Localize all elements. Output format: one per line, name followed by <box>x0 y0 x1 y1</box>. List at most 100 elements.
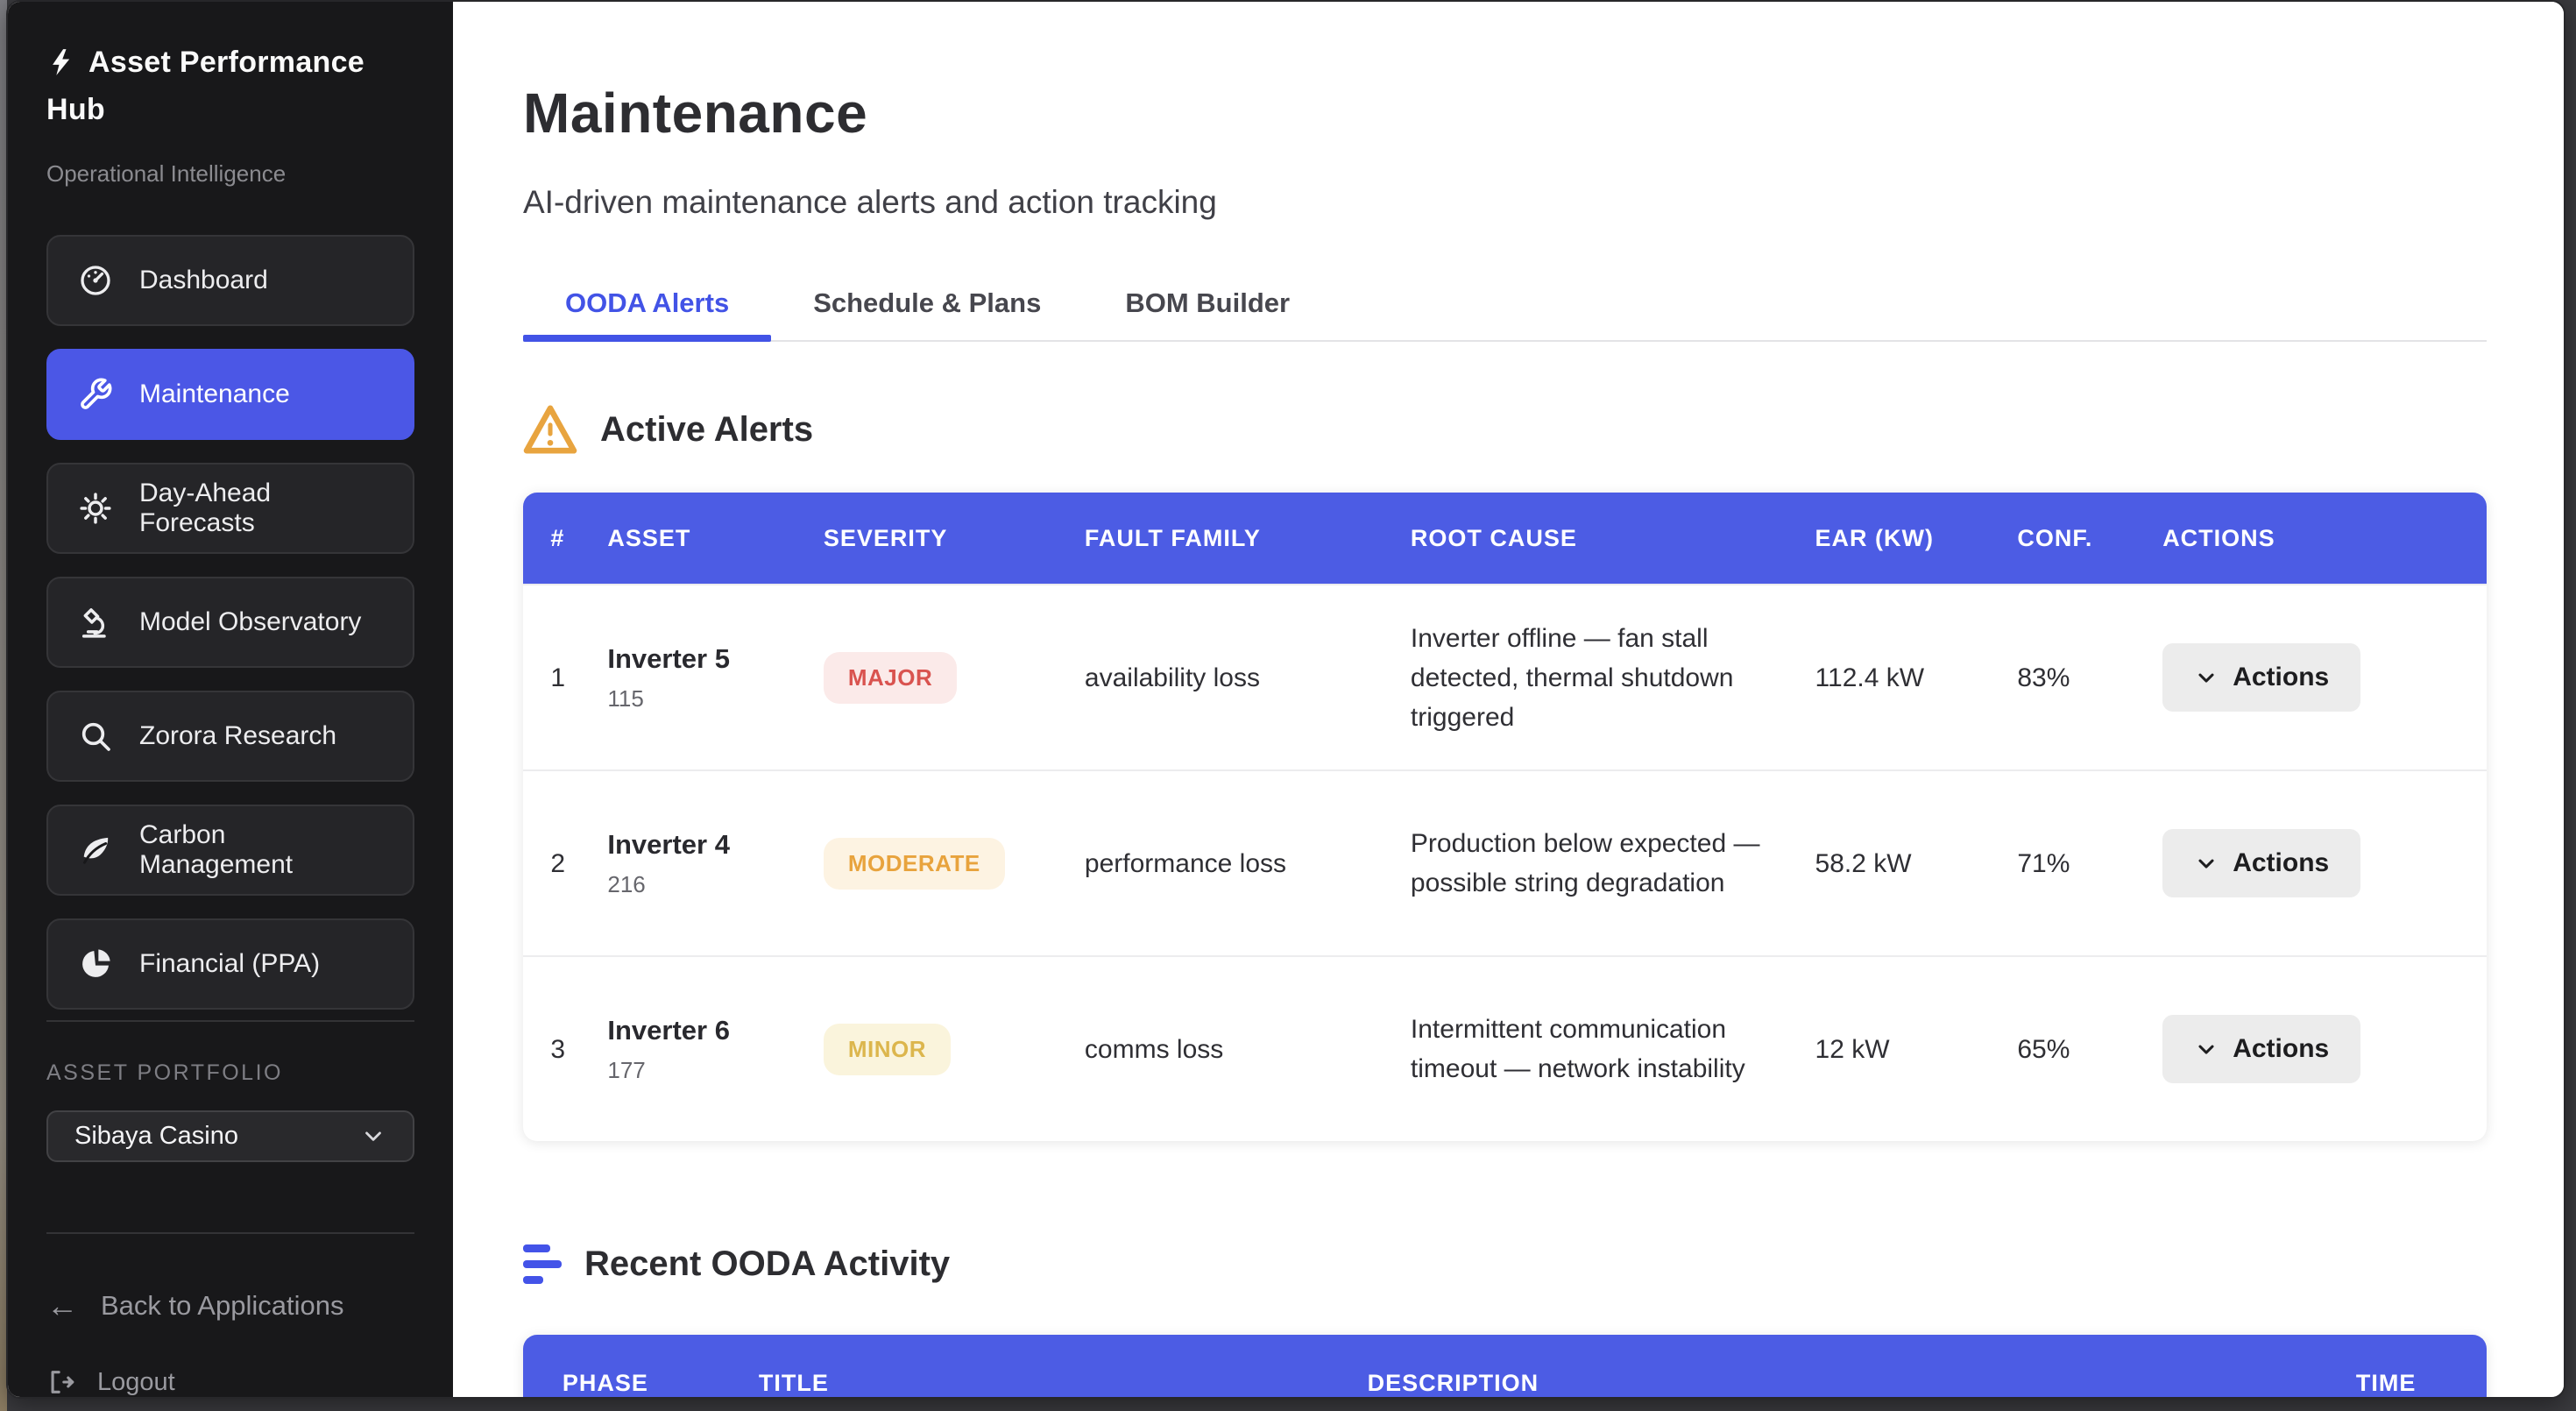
table-row: 2 Inverter 4 216 MODERATE performance lo… <box>523 769 2487 955</box>
table-row: 3 Inverter 6 177 MINOR comms loss Interm… <box>523 955 2487 1141</box>
app-subtitle: Operational Intelligence <box>46 160 287 187</box>
tab-ooda-alerts[interactable]: OODA Alerts <box>523 287 772 342</box>
sun-icon <box>78 491 113 526</box>
sidebar-item-dashboard[interactable]: Dashboard <box>46 234 414 326</box>
col-description: DESCRIPTION <box>1367 1369 1539 1396</box>
page-subtitle: AI-driven maintenance alerts and action … <box>523 184 1217 220</box>
activity-list-icon <box>523 1244 562 1284</box>
col-conf: CONF. <box>2017 524 2093 551</box>
desktop-background-edge <box>0 0 7 1411</box>
sidebar-divider <box>46 1019 414 1022</box>
col-title: TITLE <box>758 1369 829 1396</box>
actions-button[interactable]: Actions <box>2162 643 2361 712</box>
asset-portfolio-value: Sibaya Casino <box>74 1121 238 1150</box>
recent-ooda-activity-heading: Recent OODA Activity <box>523 1244 2487 1284</box>
sidebar-item-label: Financial (PPA) <box>139 948 321 978</box>
actions-button-label: Actions <box>2233 1034 2330 1063</box>
col-num: # <box>550 524 565 551</box>
arrow-left-icon: ← <box>46 1287 78 1323</box>
asset-name: Inverter 4 <box>607 828 730 860</box>
chevron-down-icon <box>360 1123 386 1149</box>
sidebar-divider <box>46 1232 414 1234</box>
actions-button-label: Actions <box>2233 848 2330 877</box>
col-root-cause: ROOT CAUSE <box>1410 524 1577 551</box>
app-logo: Asset Performance Hub <box>46 39 414 134</box>
severity-badge: MINOR <box>823 1023 952 1075</box>
sidebar-item-label: Dashboard <box>139 265 268 294</box>
tab-bom-builder[interactable]: BOM Builder <box>1125 287 1291 318</box>
col-phase: PHASE <box>562 1369 648 1396</box>
alert-num: 1 <box>550 663 566 692</box>
asset-id: 216 <box>607 870 646 897</box>
wrench-icon <box>78 377 113 412</box>
col-fault-family: FAULT FAMILY <box>1084 524 1261 551</box>
tab-bar: OODA Alerts Schedule & Plans BOM Builder <box>523 287 2487 342</box>
sidebar-item-zorora-research[interactable]: Zorora Research <box>46 690 414 782</box>
chevron-down-icon <box>2194 851 2219 876</box>
active-alerts-title: Active Alerts <box>600 409 814 449</box>
chevron-down-icon <box>2194 665 2219 690</box>
sidebar-item-label: Zorora Research <box>139 720 337 750</box>
main-content: Maintenance AI-driven maintenance alerts… <box>453 2 2564 1397</box>
sidebar-item-label: Maintenance <box>139 379 290 408</box>
chevron-down-icon <box>2194 1037 2219 1061</box>
col-time: TIME <box>2355 1369 2417 1396</box>
actions-button-label: Actions <box>2233 663 2330 691</box>
recent-ooda-activity-table: PHASE TITLE DESCRIPTION TIME <box>523 1335 2487 1397</box>
recent-ooda-activity-title: Recent OODA Activity <box>584 1244 951 1283</box>
alert-num: 2 <box>550 848 566 878</box>
sidebar-item-carbon-management[interactable]: Carbon Management <box>46 804 414 896</box>
alert-num: 3 <box>550 1034 566 1064</box>
page-title: Maintenance <box>523 82 868 145</box>
col-actions: ACTIONS <box>2162 524 2275 551</box>
app-title: Asset Performance Hub <box>46 46 365 127</box>
asset-portfolio-select[interactable]: Sibaya Casino <box>46 1110 414 1162</box>
ear-value: 58.2 kW <box>1815 848 1912 878</box>
logout-button[interactable]: Logout <box>46 1367 414 1397</box>
sidebar-item-maintenance[interactable]: Maintenance <box>46 348 414 440</box>
sidebar-item-financial-ppa[interactable]: Financial (PPA) <box>46 918 414 1010</box>
gauge-icon <box>78 263 113 298</box>
warning-triangle-icon <box>523 405 577 454</box>
fault-family: availability loss <box>1084 663 1260 692</box>
sidebar-item-label: Day-Ahead Forecasts <box>139 478 272 537</box>
col-ear: EAR (KW) <box>1815 524 1935 551</box>
asset-name: Inverter 5 <box>607 642 730 674</box>
back-to-applications-label: Back to Applications <box>101 1290 344 1321</box>
leaf-icon <box>78 833 113 868</box>
pie-chart-icon <box>78 947 113 982</box>
actions-button[interactable]: Actions <box>2162 829 2361 897</box>
sidebar-item-day-ahead-forecasts[interactable]: Day-Ahead Forecasts <box>46 462 414 554</box>
ear-value: 112.4 kW <box>1815 663 1925 692</box>
active-alerts-table: # ASSET SEVERITY FAULT FAMILY ROOT CAUSE… <box>523 493 2487 1141</box>
asset-id: 115 <box>607 684 644 712</box>
active-alerts-heading: Active Alerts <box>523 405 2487 454</box>
sidebar-item-label: Model Observatory <box>139 606 362 636</box>
app-window: Asset Performance Hub Operational Intell… <box>6 0 2565 1399</box>
conf-value: 83% <box>2017 663 2070 692</box>
logout-icon <box>46 1367 76 1397</box>
activity-table-header: PHASE TITLE DESCRIPTION TIME <box>523 1335 2487 1397</box>
sidebar-item-label: Carbon Management <box>139 819 294 879</box>
severity-badge: MODERATE <box>823 837 1005 890</box>
logout-label: Logout <box>97 1367 175 1396</box>
back-to-applications-link[interactable]: ← Back to Applications <box>46 1290 414 1322</box>
sidebar-item-model-observatory[interactable]: Model Observatory <box>46 576 414 668</box>
root-cause: Inverter offline — fan stall detected, t… <box>1410 623 1734 732</box>
microscope-icon <box>78 605 113 640</box>
col-asset: ASSET <box>607 524 691 551</box>
col-severity: SEVERITY <box>823 524 948 551</box>
ear-value: 12 kW <box>1815 1034 1890 1064</box>
fault-family: performance loss <box>1084 848 1287 878</box>
root-cause: Intermittent communication timeout — net… <box>1410 1015 1745 1083</box>
asset-name: Inverter 6 <box>607 1014 730 1046</box>
tab-schedule-plans[interactable]: Schedule & Plans <box>813 287 1042 318</box>
alerts-table-header: # ASSET SEVERITY FAULT FAMILY ROOT CAUSE… <box>523 493 2487 584</box>
asset-id: 177 <box>607 1056 646 1083</box>
conf-value: 71% <box>2017 848 2070 878</box>
sidebar-nav: Dashboard Maintenance Day-Ahead Forec <box>46 234 414 1010</box>
sidebar: Asset Performance Hub Operational Intell… <box>8 2 453 1397</box>
lightning-bolt-icon <box>46 47 76 77</box>
actions-button[interactable]: Actions <box>2162 1015 2361 1083</box>
severity-badge: MAJOR <box>823 651 958 704</box>
